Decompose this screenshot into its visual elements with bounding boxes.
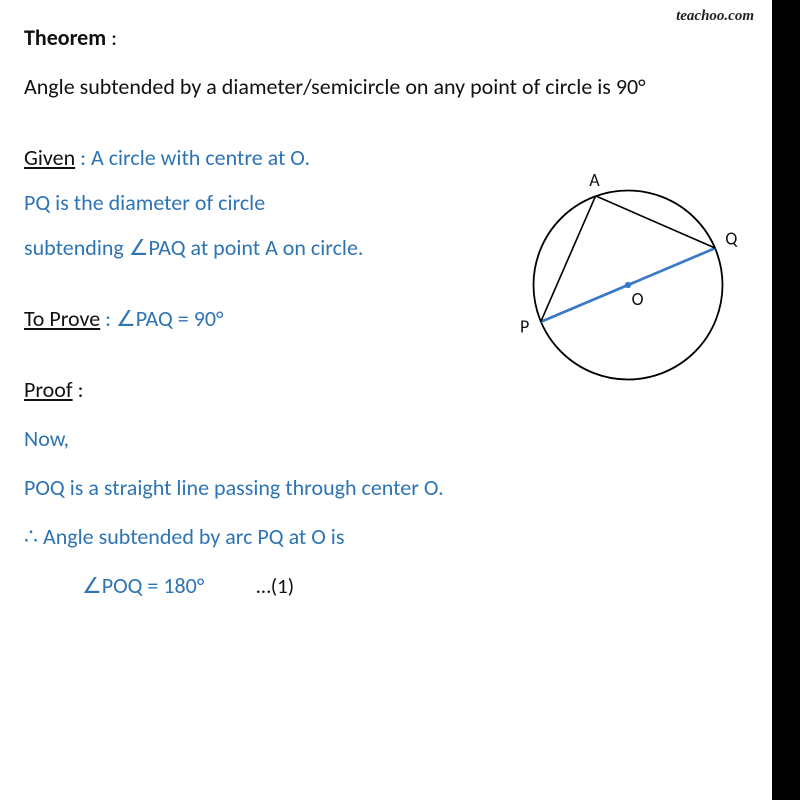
center-dot (625, 282, 631, 288)
label-a: A (589, 169, 600, 191)
toprove-text: : ∠PAQ = 90° (100, 305, 223, 332)
label-o: O (632, 288, 644, 310)
theorem-statement: Angle subtended by a diameter/semicircle… (24, 73, 748, 100)
label-p: P (520, 316, 529, 338)
proof-colon: : (73, 376, 84, 403)
label-q: Q (725, 228, 738, 250)
proof-line-1: Now, (24, 425, 748, 452)
given-text-1: : A circle with centre at O. (75, 144, 310, 171)
page: teachoo.com Theorem : Angle subtended by… (0, 0, 772, 800)
proof-line-4-row: ∠POQ = 180° …(1) (82, 572, 748, 599)
proof-eqnum: …(1) (256, 573, 294, 599)
watermark-text: teachoo.com (676, 8, 754, 25)
proof-line-3: ∴ Angle subtended by arc PQ at O is (24, 523, 748, 550)
given-label: Given (24, 144, 75, 171)
theorem-colon: : (106, 24, 117, 51)
circle-figure: A Q P O (488, 150, 768, 420)
proof-line-2: POQ is a straight line passing through c… (24, 474, 748, 501)
proof-line-4: ∠POQ = 180° (82, 572, 204, 599)
theorem-heading: Theorem : (24, 24, 748, 51)
theorem-label: Theorem (24, 24, 106, 51)
proof-label: Proof (24, 376, 73, 403)
toprove-label: To Prove (24, 305, 100, 332)
